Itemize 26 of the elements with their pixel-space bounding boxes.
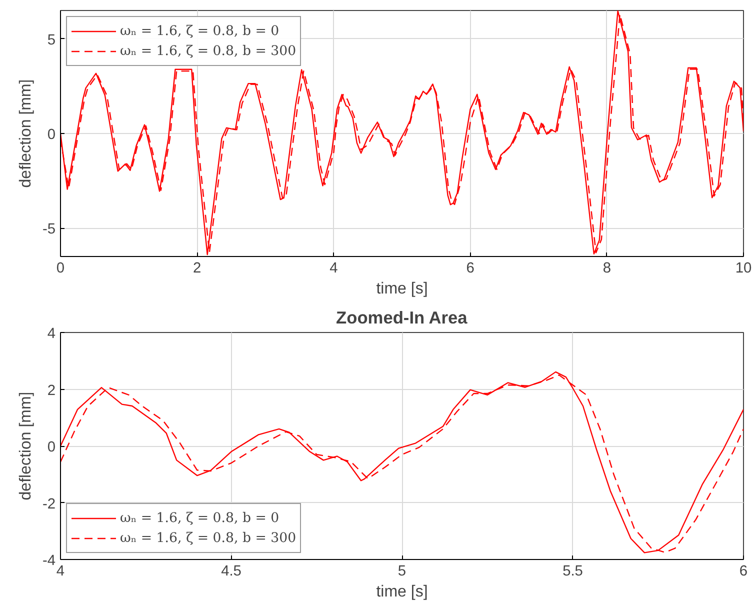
- y-tick-label: -2: [42, 496, 56, 512]
- y-tick-label: 0: [47, 127, 56, 143]
- y-axis-title: deflection [mm]: [17, 392, 34, 500]
- x-tick-label: 10: [735, 260, 752, 276]
- y-tick-label: 0: [47, 440, 56, 456]
- y-axis-title: deflection [mm]: [17, 79, 34, 188]
- y-tick-label: 2: [47, 382, 56, 399]
- y-tick-label: 5: [47, 32, 56, 48]
- x-tick-label: 4.5: [221, 564, 242, 580]
- legend-label: ωₙ = 1.6, ζ = 0.8, b = 0: [120, 510, 280, 526]
- y-tick-label: 4: [47, 326, 56, 342]
- chart-title: Zoomed-In Area: [336, 308, 468, 328]
- x-tick-label: 8: [602, 260, 611, 276]
- x-tick-label: 6: [739, 564, 748, 580]
- x-axis-title: time [s]: [376, 280, 428, 298]
- legend-label: ωₙ = 1.6, ζ = 0.8, b = 300: [120, 530, 296, 546]
- x-tick-label: 4: [330, 260, 338, 276]
- y-tick-label: -5: [42, 222, 56, 238]
- legend-label: ωₙ = 1.6, ζ = 0.8, b = 300: [120, 44, 296, 58]
- x-axis-title: time [s]: [376, 584, 428, 600]
- x-tick-label: 6: [466, 260, 474, 276]
- legend-label: ωₙ = 1.6, ζ = 0.8, b = 0: [120, 24, 280, 38]
- x-tick-label: 5.5: [562, 564, 583, 580]
- x-tick-label: 2: [193, 260, 202, 276]
- y-tick-label: -4: [42, 553, 56, 569]
- x-tick-label: 5: [398, 564, 406, 580]
